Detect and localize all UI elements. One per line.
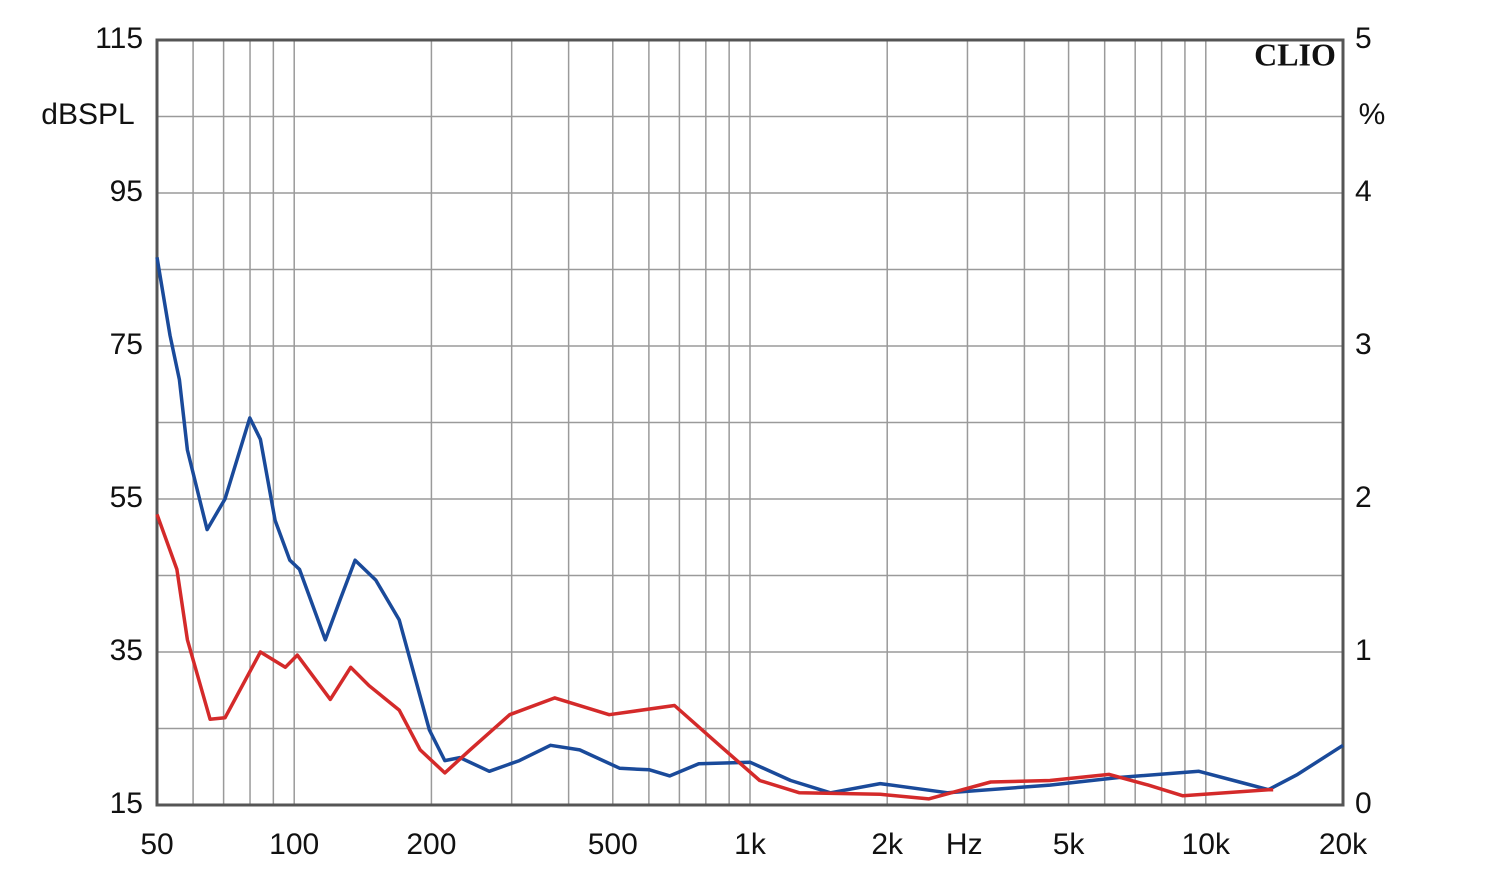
y-axis-label: dBSPL bbox=[41, 98, 134, 131]
y-tick-label: 95 bbox=[110, 175, 143, 208]
line-series bbox=[155, 257, 1344, 795]
x-tick-label: 50 bbox=[140, 828, 173, 861]
y-tick-label: 75 bbox=[110, 328, 143, 361]
line-series bbox=[155, 513, 1274, 801]
x-tick-label: 500 bbox=[588, 828, 638, 861]
y2-tick-label: 2 bbox=[1355, 481, 1372, 514]
y2-tick-label: 4 bbox=[1355, 175, 1372, 208]
brand: CLIO bbox=[1254, 36, 1336, 72]
y2-tick-label: 1 bbox=[1355, 634, 1372, 667]
x-tick-label: 5k bbox=[1053, 828, 1086, 861]
x-tick-label: 1k bbox=[734, 828, 767, 861]
y-tick-label: 115 bbox=[95, 22, 143, 55]
x-axis-label: Hz bbox=[946, 828, 983, 861]
plot-frame bbox=[155, 38, 1345, 807]
x-tick-label: 2k bbox=[871, 828, 904, 861]
y-tick-label: 55 bbox=[110, 481, 143, 514]
y-tick-label: 35 bbox=[110, 634, 143, 667]
y2-tick-label: 3 bbox=[1355, 328, 1372, 361]
y2-tick-label: 0 bbox=[1355, 787, 1372, 820]
y-tick-label: 15 bbox=[110, 787, 143, 820]
x-tick-label: 200 bbox=[406, 828, 456, 861]
y2-axis-label: % bbox=[1359, 98, 1386, 131]
x-tick-label: 20k bbox=[1319, 828, 1368, 861]
y2-tick-label: 5 bbox=[1355, 22, 1372, 55]
x-tick-label: 100 bbox=[269, 828, 319, 861]
x-tick-label: 10k bbox=[1182, 828, 1231, 861]
